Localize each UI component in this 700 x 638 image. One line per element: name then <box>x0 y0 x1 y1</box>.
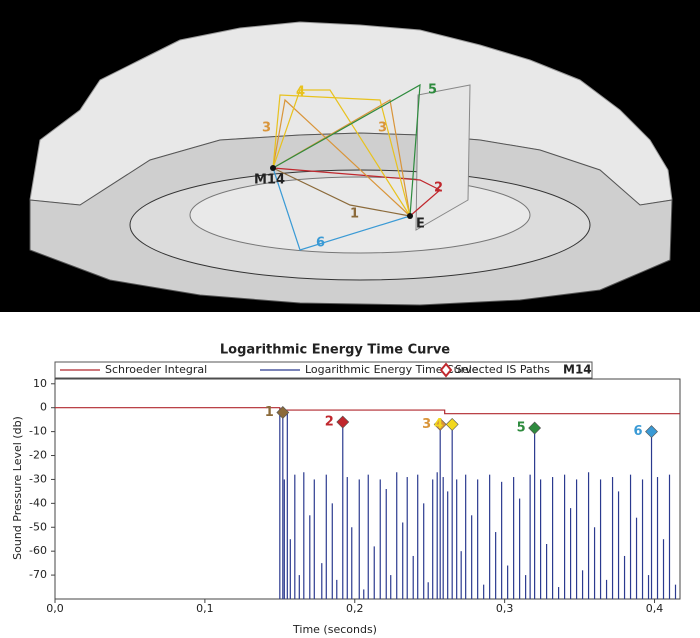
legend-marker <box>439 362 453 378</box>
path-label: 1 <box>350 207 359 222</box>
path-marker <box>276 406 290 419</box>
y-tick-label: -40 <box>29 496 47 509</box>
path-marker-label: 1 <box>265 405 274 420</box>
path-marker-label: 6 <box>633 424 642 439</box>
schroeder-line <box>55 407 680 415</box>
path-marker-label: 4 <box>434 417 443 432</box>
path-label: 3 <box>378 121 387 136</box>
receiver-label: M14 <box>254 173 285 188</box>
legend <box>54 361 593 379</box>
y-tick-label: -20 <box>29 449 47 462</box>
path-marker-label: 2 <box>325 415 334 430</box>
path-marker <box>336 415 350 429</box>
source-point <box>407 213 413 219</box>
receiver-point <box>270 165 276 171</box>
y-tick-label: -50 <box>29 520 47 533</box>
x-tick-label: 0,1 <box>196 602 214 615</box>
y-tick-label: -10 <box>29 425 47 438</box>
path-label: 5 <box>428 83 437 98</box>
y-tick-label: -60 <box>29 544 47 557</box>
x-tick-label: 0,4 <box>646 602 664 615</box>
rendering: M14 E <box>0 0 700 312</box>
y-axis-label: Sound Pressure Level (db) <box>11 416 24 560</box>
y-tick-label: 0 <box>40 401 47 414</box>
x-tick-label: 0,2 <box>346 602 364 615</box>
stage <box>189 176 531 254</box>
path-label: 6 <box>316 236 325 251</box>
y-tick-label: -70 <box>29 568 47 581</box>
legend-note: M14 <box>563 363 592 377</box>
source-label: E <box>416 217 425 232</box>
chart-title: Logarithmic Energy Time Curve <box>220 343 450 358</box>
path-marker-label: 3 <box>422 417 431 432</box>
path-marker <box>528 421 542 435</box>
y-tick-label: -30 <box>29 472 47 485</box>
path-marker <box>645 425 658 439</box>
path-label: 4 <box>296 85 305 100</box>
reflector-panel <box>415 84 471 231</box>
legend-label: Logarithmic Energy Time Curve <box>305 363 479 376</box>
y-tick-label: 10 <box>33 377 47 390</box>
path-label: 2 <box>434 181 443 196</box>
ray-paths <box>272 83 442 251</box>
path-marker <box>433 418 447 431</box>
path-marker-label: 5 <box>517 421 526 436</box>
x-tick-label: 0,3 <box>496 602 514 615</box>
legend-label: Schroeder Integral <box>105 363 207 376</box>
x-tick-label: 0,0 <box>46 602 64 615</box>
path-label: 3 <box>262 121 271 136</box>
plot-frame <box>54 378 681 600</box>
path-marker <box>445 418 459 431</box>
legend-label: Selected IS Paths <box>455 363 550 376</box>
x-axis-label: Time (seconds) <box>292 623 377 636</box>
